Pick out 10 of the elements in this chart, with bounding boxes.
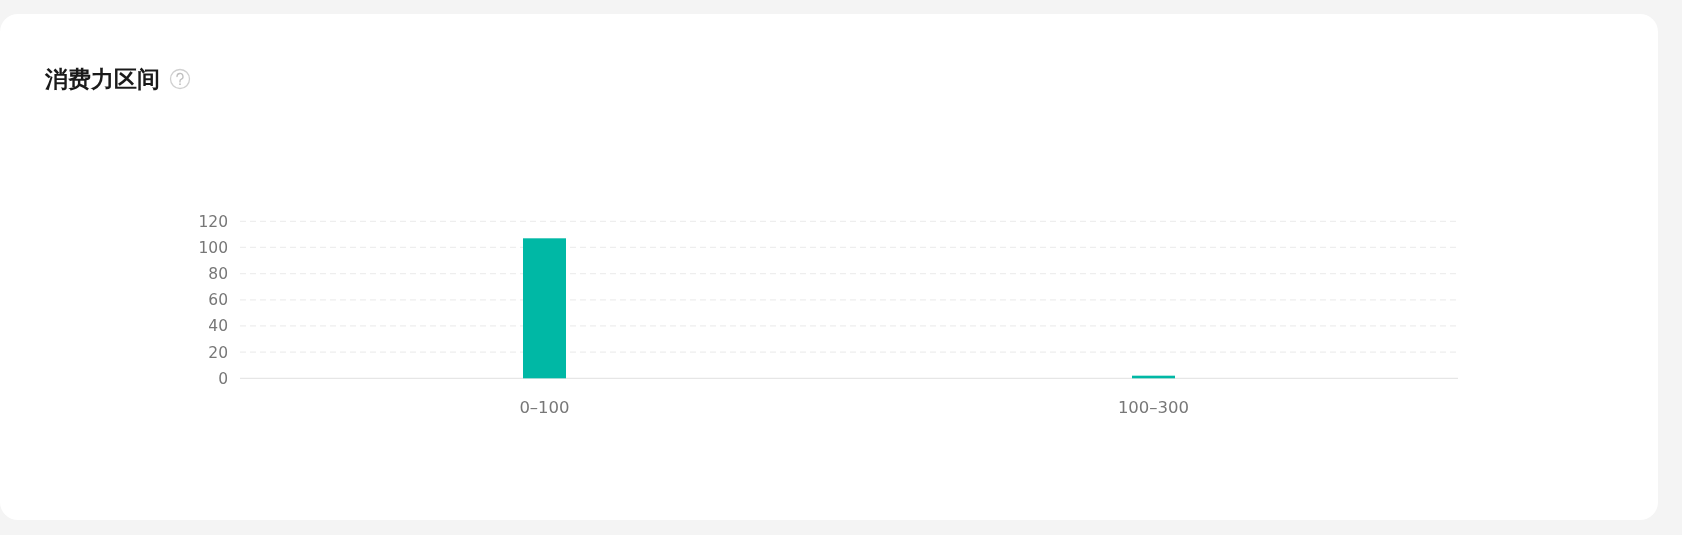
y-tick-label: 80 xyxy=(208,265,228,284)
chart-title: 消费力区间 xyxy=(44,66,160,92)
y-tick-label: 120 xyxy=(198,212,228,231)
y-tick-label: 20 xyxy=(208,343,228,362)
y-tick-label: 100 xyxy=(198,238,228,257)
y-tick-label: 60 xyxy=(208,291,228,310)
y-tick-label: 40 xyxy=(208,317,228,336)
x-tick-label: 100–300 xyxy=(1117,398,1190,417)
y-tick-label: 0 xyxy=(218,369,228,388)
x-tick-label: 0–100 xyxy=(519,398,570,417)
